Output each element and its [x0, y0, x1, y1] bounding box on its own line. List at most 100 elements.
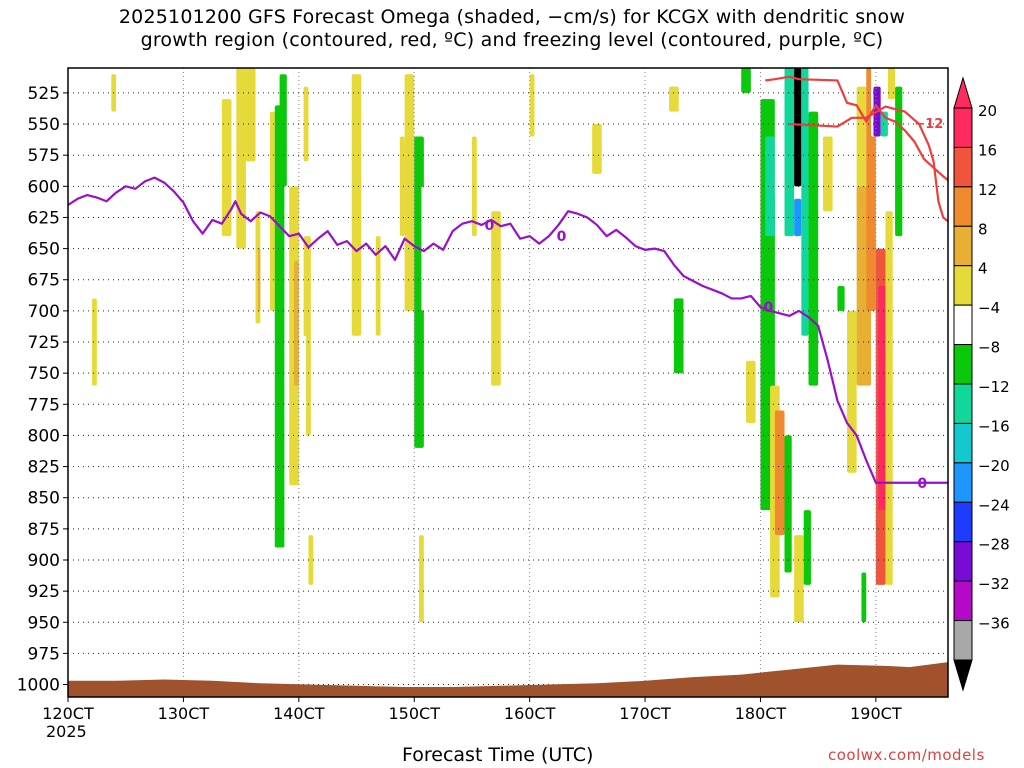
colorbar-label-12: −32: [978, 575, 1010, 593]
y-tick-label-2: 575: [28, 146, 60, 166]
freezing-level-contour: 0 0 0 0: [67, 176, 948, 492]
omega-cell-21: [399, 136, 405, 237]
colorbar-swatch-3: [953, 225, 973, 267]
omega-cell-59: [887, 68, 896, 100]
omega-cell-11: [279, 74, 287, 187]
x-tick-label-3: 150CT: [388, 704, 440, 723]
colorbar-label-13: −36: [978, 615, 1010, 633]
omega-cell-45: [794, 535, 804, 623]
freezing-level-line: [67, 176, 948, 484]
omega-cell-7: [231, 248, 237, 511]
omega-cell-22: [404, 74, 415, 311]
colorbar-bottom-arrow: [953, 659, 973, 692]
dgz-upper-bound-line: [765, 75, 949, 181]
omega-cell-31: [673, 298, 684, 374]
colorbar-swatch-4: [953, 265, 973, 306]
colorbar-swatch-13: [953, 620, 973, 661]
colorbar-swatch-10: [953, 501, 973, 543]
omega-cell-58: [885, 211, 893, 585]
y-tick-label-7: 700: [28, 302, 60, 322]
omega-cell-4: [245, 68, 256, 162]
colorbar-label-8: −16: [978, 417, 1010, 435]
axes: 525 550 575 600 625 650 675 700 725 750 775 800 825 8…: [17, 67, 949, 723]
colorbar-label-9: −20: [978, 457, 1010, 475]
freezing-level-label-1: 0: [763, 300, 773, 316]
omega-cell-46: [803, 510, 811, 585]
colorbar-label-4: 4: [978, 260, 988, 278]
omega-cell-27: [491, 211, 501, 386]
omega-cell-20: [385, 335, 391, 536]
x-tick-label-7: 190CT: [850, 704, 902, 723]
y-tick-label-8: 725: [28, 333, 60, 353]
y-tick-label-3: 600: [28, 177, 60, 197]
colorbar-swatch-12: [953, 580, 973, 622]
omega-cell-14: [303, 86, 309, 162]
x-tick-label-2: 140CT: [273, 704, 325, 723]
colorbar-swatch-7: [953, 383, 973, 424]
omega-cell-9: [269, 111, 275, 311]
site-watermark: coolwx.com/models: [828, 746, 985, 764]
omega-cell-29: [592, 124, 602, 174]
omega-cell-30: [669, 86, 679, 112]
omega-cell-13: [294, 261, 299, 386]
omega-cell-57: [878, 285, 886, 511]
freezing-level-label-2: 0: [917, 476, 927, 492]
omega-cell-19: [375, 236, 381, 336]
omega-cell-38: [794, 68, 802, 187]
x-tick-label-0: 120CT: [42, 704, 94, 723]
omega-cell-25: [419, 535, 424, 623]
omega-cell-8: [209, 323, 215, 461]
colorbar-label-6: −8: [978, 339, 1000, 357]
y-tick-label-0: 525: [28, 84, 60, 104]
y-tick-label-18: 975: [28, 644, 60, 664]
colorbar-label-10: −24: [978, 496, 1010, 514]
y-tick-label-14: 875: [28, 520, 60, 540]
omega-cell-44: [784, 435, 792, 573]
x-tick-label-4: 160CT: [504, 704, 556, 723]
colorbar-swatch-2: [953, 186, 973, 227]
colorbar-swatch-11: [953, 541, 973, 582]
plot-frame: [67, 67, 949, 698]
terrain-layer: [68, 662, 948, 697]
omega-cell-39: [794, 198, 802, 237]
omega-cell-37: [784, 68, 795, 237]
y-tick-label-4: 625: [28, 208, 60, 228]
y-tick-label-17: 950: [28, 613, 60, 633]
x-axis-label: Forecast Time (UTC): [402, 744, 594, 766]
dgz-lower-bound-line: [789, 105, 949, 223]
omega-cell-61: [861, 572, 867, 623]
omega-cell-17: [308, 535, 314, 585]
y-tick-label-6: 675: [28, 271, 60, 291]
colorbar-label-2: 12: [978, 181, 997, 199]
omega-cell-16: [301, 335, 307, 461]
y-tick-label-9: 750: [28, 364, 60, 384]
y-tick-label-19: 1000: [17, 676, 60, 696]
colorbar-label-5: −4: [978, 299, 1000, 317]
y-tick-label-13: 850: [28, 489, 60, 509]
omega-cell-33: [746, 360, 756, 423]
omega-cell-40: [801, 68, 809, 336]
x-tick-label-5: 170CT: [619, 704, 671, 723]
x-tick-label-6: 180CT: [735, 704, 787, 723]
terrain-fill: [68, 662, 948, 697]
colorbar-label-3: 8: [978, 220, 988, 238]
colorbar-label-11: −28: [978, 536, 1010, 554]
colorbar-swatch-0: [953, 107, 973, 148]
y-tick-label-5: 650: [28, 240, 60, 260]
colorbar-swatch-8: [953, 422, 973, 464]
colorbar-top-arrow: [953, 76, 973, 109]
dendritic-growth-contours: −12: [765, 75, 949, 223]
y-tick-label-1: 550: [28, 115, 60, 135]
omega-cell-32: [741, 68, 751, 93]
colorbar-label-7: −12: [978, 378, 1010, 396]
y-tick-label-16: 925: [28, 582, 60, 602]
y-tick-label-12: 825: [28, 458, 60, 478]
x-tick-label-1: 130CT: [158, 704, 210, 723]
omega-cell-35: [765, 136, 775, 237]
omega-cell-6: [257, 248, 261, 311]
omega-cell-10: [274, 105, 285, 548]
colorbar-swatch-9: [953, 462, 973, 503]
freezing-level-label-3: 0: [557, 229, 567, 245]
y-tick-label-10: 775: [28, 395, 60, 415]
